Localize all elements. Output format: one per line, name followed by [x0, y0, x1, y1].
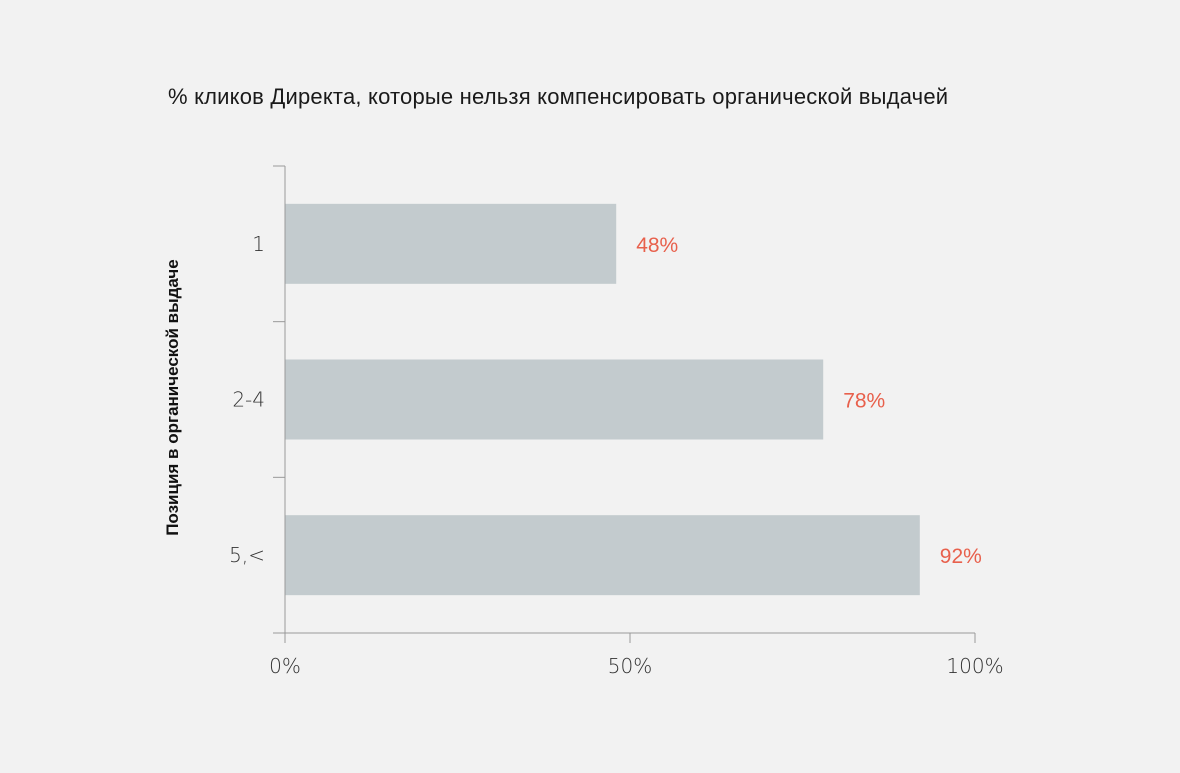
x-tick-label: 100%: [946, 654, 1003, 678]
labels-layer: 1 48% 2-4 78% 5,< 92% 0% 50% 100%: [229, 165, 1004, 678]
axes-layer: [273, 166, 975, 634]
bars-layer: [285, 203, 920, 596]
bar-1: [285, 203, 617, 284]
value-label: 48%: [636, 234, 678, 257]
y-tick-label: 5,<: [229, 543, 265, 567]
value-label: 78%: [843, 390, 885, 413]
value-label: 92%: [940, 545, 982, 568]
x-tick-label: 0%: [269, 654, 301, 678]
chart-title: % кликов Директа, которые нельзя компенс…: [168, 84, 949, 109]
y-tick-label: 1: [252, 232, 265, 256]
y-axis-label: Позиция в органической выдаче: [163, 259, 182, 536]
bar-3: [285, 515, 920, 596]
y-tick-label: 2-4: [232, 388, 265, 412]
bar-2: [285, 359, 824, 440]
x-tick-label: 50%: [608, 654, 652, 678]
